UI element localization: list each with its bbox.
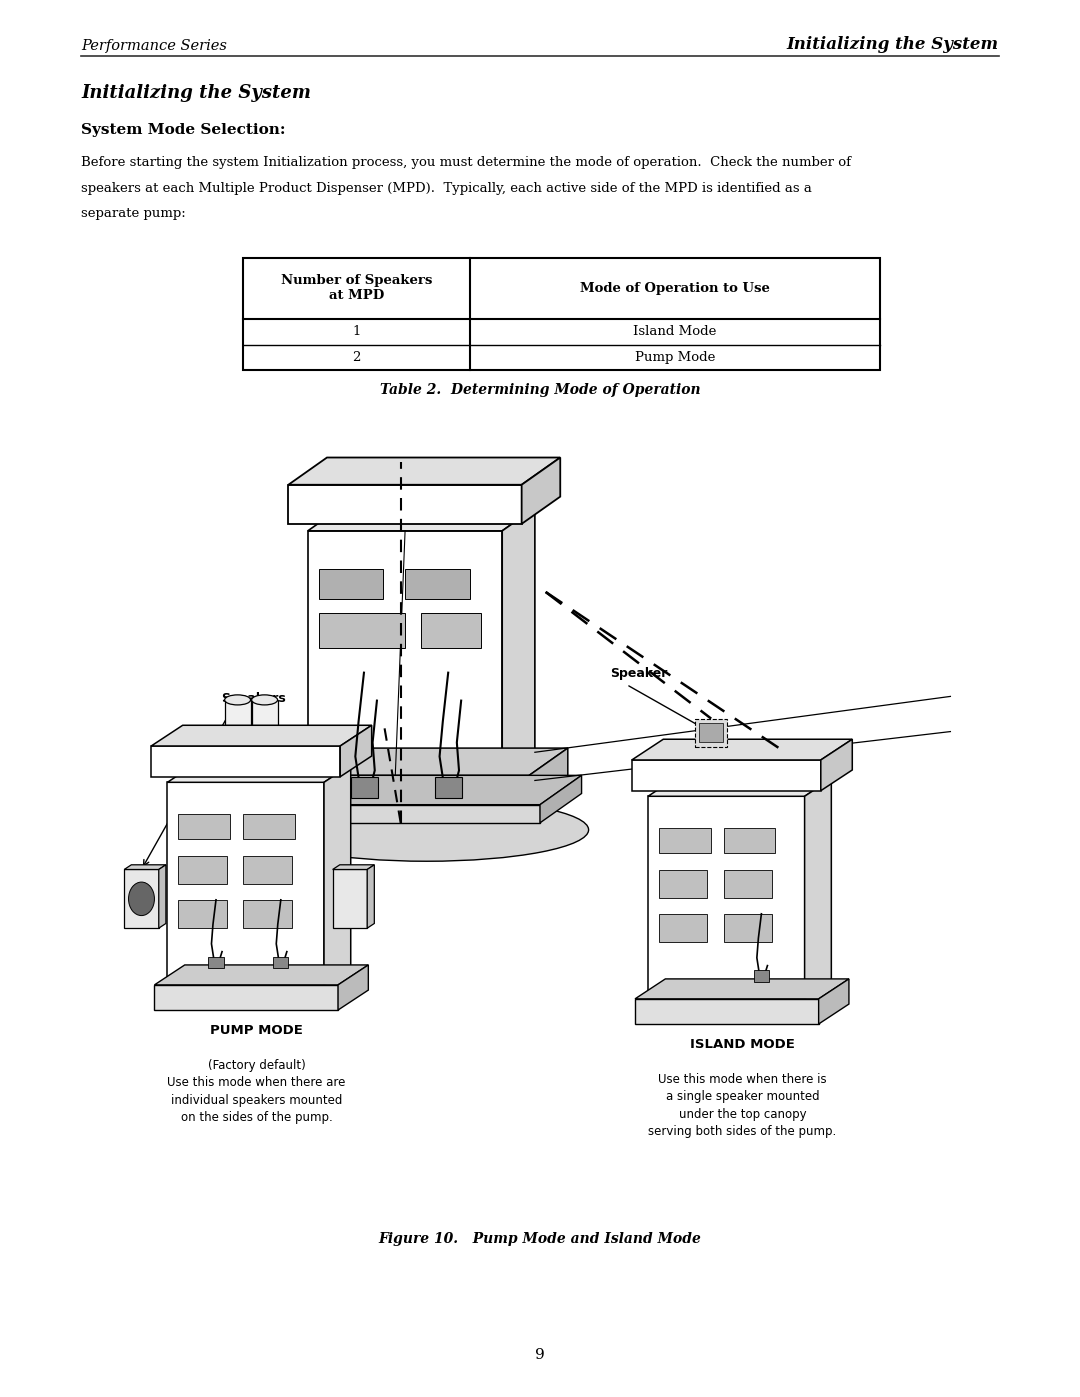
- Circle shape: [129, 882, 154, 915]
- Bar: [243, 855, 292, 884]
- Polygon shape: [522, 458, 561, 524]
- Polygon shape: [648, 778, 832, 796]
- Bar: [659, 869, 707, 898]
- Bar: [724, 828, 775, 854]
- Polygon shape: [281, 775, 581, 805]
- Polygon shape: [635, 979, 849, 999]
- Text: Speaker: Speaker: [610, 668, 667, 680]
- Bar: [319, 569, 383, 599]
- Polygon shape: [324, 764, 351, 985]
- Bar: [724, 914, 772, 942]
- Polygon shape: [167, 764, 351, 782]
- Bar: [405, 569, 470, 599]
- Bar: [635, 999, 819, 1024]
- Bar: [252, 700, 278, 826]
- Bar: [421, 613, 481, 648]
- Polygon shape: [338, 965, 368, 1010]
- Bar: [700, 722, 724, 742]
- Bar: [151, 746, 340, 777]
- Bar: [273, 957, 288, 968]
- Ellipse shape: [252, 694, 278, 705]
- Text: 9: 9: [535, 1348, 545, 1362]
- Text: Initializing the System: Initializing the System: [81, 84, 311, 102]
- Text: speakers at each Multiple Product Dispenser (MPD).  Typically, each active side : speakers at each Multiple Product Dispen…: [81, 182, 812, 194]
- Text: Figure 10.   Pump Mode and Island Mode: Figure 10. Pump Mode and Island Mode: [379, 1232, 701, 1246]
- Text: Speakers: Speakers: [221, 693, 286, 705]
- Ellipse shape: [225, 820, 251, 831]
- Bar: [659, 914, 707, 942]
- Bar: [154, 985, 338, 1010]
- Text: Use this mode when there is
a single speaker mounted
under the top canopy
servin: Use this mode when there is a single spe…: [648, 1073, 837, 1139]
- Polygon shape: [529, 749, 568, 806]
- Bar: [724, 869, 772, 898]
- Text: Mode of Operation to Use: Mode of Operation to Use: [580, 282, 770, 295]
- Bar: [208, 957, 224, 968]
- Bar: [178, 900, 227, 928]
- Text: PUMP MODE: PUMP MODE: [211, 1024, 302, 1037]
- Bar: [435, 777, 462, 799]
- Bar: [178, 855, 227, 884]
- Polygon shape: [333, 865, 375, 869]
- Polygon shape: [502, 509, 535, 775]
- Polygon shape: [340, 725, 372, 777]
- Bar: [319, 613, 405, 648]
- Polygon shape: [288, 458, 561, 485]
- Polygon shape: [540, 775, 581, 823]
- Text: separate pump:: separate pump:: [81, 207, 186, 219]
- Polygon shape: [308, 509, 535, 531]
- Ellipse shape: [265, 799, 589, 861]
- Bar: [281, 805, 540, 823]
- Polygon shape: [151, 725, 372, 746]
- Bar: [648, 796, 805, 999]
- Bar: [178, 814, 230, 840]
- Text: Before starting the system Initialization process, you must determine the mode o: Before starting the system Initializatio…: [81, 156, 851, 169]
- Bar: [286, 775, 529, 806]
- Bar: [225, 700, 251, 826]
- Ellipse shape: [225, 694, 251, 705]
- Text: Number of Speakers
at MPD: Number of Speakers at MPD: [281, 274, 432, 303]
- Polygon shape: [124, 865, 166, 869]
- Bar: [243, 814, 295, 840]
- Text: Island Mode: Island Mode: [633, 326, 717, 338]
- Polygon shape: [805, 778, 832, 999]
- Polygon shape: [367, 865, 375, 928]
- Bar: [288, 485, 522, 524]
- Text: Performance Series: Performance Series: [81, 39, 227, 53]
- Text: (Factory default)
Use this mode when there are
individual speakers mounted
on th: (Factory default) Use this mode when the…: [167, 1059, 346, 1125]
- Bar: [167, 782, 324, 985]
- Text: System Mode Selection:: System Mode Selection:: [81, 123, 285, 137]
- Text: 2: 2: [352, 351, 361, 365]
- Text: Initializing the System: Initializing the System: [787, 36, 999, 53]
- Ellipse shape: [252, 820, 278, 831]
- Polygon shape: [286, 749, 568, 775]
- Polygon shape: [632, 739, 852, 760]
- Bar: [754, 971, 769, 982]
- Text: 1: 1: [352, 326, 361, 338]
- Bar: [696, 718, 727, 746]
- Text: ISLAND MODE: ISLAND MODE: [690, 1038, 795, 1051]
- Polygon shape: [821, 739, 852, 791]
- Text: Pump Mode: Pump Mode: [635, 351, 715, 365]
- Polygon shape: [819, 979, 849, 1024]
- Bar: [659, 828, 711, 854]
- Bar: [333, 869, 367, 928]
- Bar: [124, 869, 159, 928]
- Bar: [351, 777, 378, 799]
- Polygon shape: [154, 965, 368, 985]
- Bar: [632, 760, 821, 791]
- Text: Table 2.  Determining Mode of Operation: Table 2. Determining Mode of Operation: [380, 383, 700, 397]
- Polygon shape: [159, 865, 166, 928]
- Bar: [308, 531, 502, 775]
- Bar: [243, 900, 292, 928]
- Bar: [243, 258, 880, 370]
